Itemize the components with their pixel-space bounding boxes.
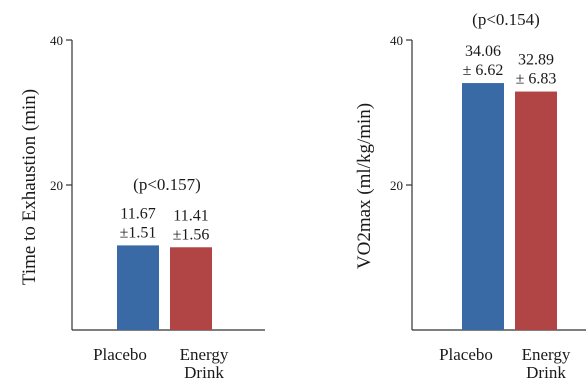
bar bbox=[462, 83, 504, 330]
x-category-label: Drink bbox=[184, 363, 224, 381]
y-tick-label: 40 bbox=[390, 33, 403, 48]
bar-value-label: ± 6.62 bbox=[463, 62, 504, 79]
y-axis-title: VO2max (ml/kg/min) bbox=[354, 103, 375, 269]
bar-value-label: 34.06 bbox=[465, 43, 501, 60]
bar-value-label: ± 6.83 bbox=[516, 71, 557, 88]
y-tick-label: 20 bbox=[390, 178, 403, 193]
bar bbox=[170, 247, 212, 330]
bar-value-label: ±1.56 bbox=[173, 226, 210, 243]
time-to-exhaustion-chart: Time to Exhaustion (min) 40 20 (p<0.157)… bbox=[19, 33, 265, 381]
bar-value-label: 32.89 bbox=[518, 52, 554, 69]
bar-value-label: 11.41 bbox=[173, 207, 208, 224]
bar-value-label: ±1.51 bbox=[120, 224, 157, 241]
y-tick-label: 40 bbox=[50, 33, 63, 48]
vo2max-chart: VO2max (ml/kg/min) 40 20 (p<0.154) 34.06… bbox=[354, 10, 586, 381]
bar-value-label: 11.67 bbox=[120, 205, 155, 222]
x-category-label: Placebo bbox=[93, 345, 147, 364]
p-value-annotation: (p<0.157) bbox=[133, 175, 201, 194]
x-category-label: Energy bbox=[180, 345, 229, 364]
y-axis-title: Time to Exhaustion (min) bbox=[19, 89, 40, 285]
y-tick-label: 20 bbox=[50, 178, 63, 193]
x-category-label: Placebo bbox=[439, 345, 493, 364]
p-value-annotation: (p<0.154) bbox=[472, 10, 540, 29]
x-category-label: Energy bbox=[522, 345, 571, 364]
x-category-label: Drink bbox=[526, 363, 566, 381]
bar bbox=[117, 245, 159, 330]
bar bbox=[515, 91, 557, 330]
